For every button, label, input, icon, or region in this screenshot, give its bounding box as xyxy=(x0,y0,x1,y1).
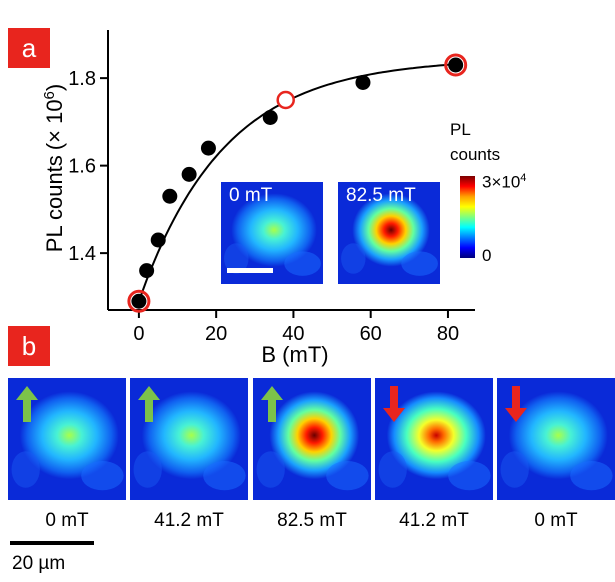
data-point xyxy=(262,110,278,125)
heat-texture xyxy=(378,451,407,488)
chart-axes: 0 20 40 60 80 1.4 1.6 1.8 xyxy=(68,30,475,345)
fit-curve xyxy=(137,63,460,302)
heat-spot xyxy=(508,391,608,480)
data-point xyxy=(139,263,155,279)
heat-spot xyxy=(19,391,119,480)
heat-texture xyxy=(256,451,285,488)
data-point xyxy=(131,293,147,309)
strip-frame xyxy=(375,378,493,500)
heat-spot xyxy=(352,193,430,267)
heat-spot xyxy=(231,193,317,267)
colorbar-title-line1: PL xyxy=(450,120,471,139)
data-point-highlight xyxy=(127,289,151,313)
strip-frame xyxy=(253,378,371,500)
colorbar-max-text: 3×10 xyxy=(482,172,521,192)
colorbar-min-label: 0 xyxy=(482,246,492,265)
heat-texture xyxy=(401,251,438,276)
data-point xyxy=(181,166,197,182)
heat-texture xyxy=(11,451,40,488)
inset-0mT: 0 mT xyxy=(221,182,323,284)
strip-frame-image xyxy=(130,378,248,500)
arrow-up-icon xyxy=(138,386,160,422)
panel-b-badge: b xyxy=(8,326,50,366)
heat-texture xyxy=(203,460,246,491)
heat-texture xyxy=(326,460,369,491)
heat-spot xyxy=(141,391,241,480)
heat-texture xyxy=(341,243,366,274)
strip-field-label: 0 mT xyxy=(534,510,578,531)
heat-spot xyxy=(386,391,486,480)
data-point xyxy=(200,140,216,156)
inset-82mT-image xyxy=(338,182,440,284)
data-point xyxy=(448,57,464,73)
x-tick-label: 60 xyxy=(360,323,382,345)
scale-bar xyxy=(10,541,94,545)
strip-frame-image xyxy=(8,378,126,500)
data-point xyxy=(150,232,166,248)
arrow-up-icon xyxy=(261,386,283,422)
heat-texture xyxy=(81,460,124,491)
x-axis-label: B (mT) xyxy=(261,342,328,367)
y-axis-label: PL counts (× 106) xyxy=(41,84,67,252)
heat-texture xyxy=(224,243,249,274)
inset-82mT: 82.5 mT xyxy=(338,182,440,284)
colorbar-max-exp: 4 xyxy=(520,172,527,184)
panel-a-badge: a xyxy=(8,28,50,68)
strip-field-label: 41.2 mT xyxy=(154,510,224,531)
heat-texture xyxy=(500,451,529,488)
heat-texture xyxy=(448,460,491,491)
data-point xyxy=(355,75,371,90)
scale-bar-label: 20 µm xyxy=(12,553,66,574)
y-tick-label: 1.4 xyxy=(68,243,96,265)
strip-field-label: 82.5 mT xyxy=(277,510,347,531)
y-axis-label-main: PL counts xyxy=(42,155,67,252)
inset-scalebar xyxy=(227,268,273,273)
strip-field-label: 0 mT xyxy=(45,510,89,531)
panel-a-label: a xyxy=(21,32,37,63)
colorbar-title-line2: counts xyxy=(450,145,501,164)
x-tick-label: 0 xyxy=(133,323,144,345)
data-point xyxy=(162,188,178,204)
colorbar-max-label: 3×104 xyxy=(482,172,526,193)
strip-frame xyxy=(8,378,126,500)
y-axis-label-close: ) xyxy=(42,84,67,91)
arrow-down-icon xyxy=(505,386,527,422)
strip-frame xyxy=(130,378,248,500)
inset-0mT-image xyxy=(221,182,323,284)
heat-texture xyxy=(133,451,162,488)
strip-field-label: 41.2 mT xyxy=(399,510,469,531)
strip-frame xyxy=(497,378,615,500)
x-tick-label: 20 xyxy=(205,323,227,345)
x-tick-label: 80 xyxy=(437,323,459,345)
heat-texture xyxy=(570,460,613,491)
heat-spot xyxy=(269,391,360,480)
inset-0mT-label: 0 mT xyxy=(229,185,273,206)
y-tick-label: 1.6 xyxy=(68,156,96,178)
arrow-up-icon xyxy=(16,386,38,422)
panel-b-label: b xyxy=(21,330,37,361)
y-tick-label: 1.8 xyxy=(68,68,96,90)
data-point xyxy=(276,90,295,110)
y-axis-label-unit: (× 10 xyxy=(42,99,67,150)
inset-82mT-label: 82.5 mT xyxy=(346,185,416,206)
colorbar xyxy=(460,176,475,258)
x-tick-label: 40 xyxy=(282,323,304,345)
data-point-highlight xyxy=(444,53,468,77)
arrow-down-icon xyxy=(383,386,405,422)
y-axis-label-exp: 6 xyxy=(41,91,58,99)
data-points xyxy=(127,53,468,313)
heat-texture xyxy=(284,251,321,276)
